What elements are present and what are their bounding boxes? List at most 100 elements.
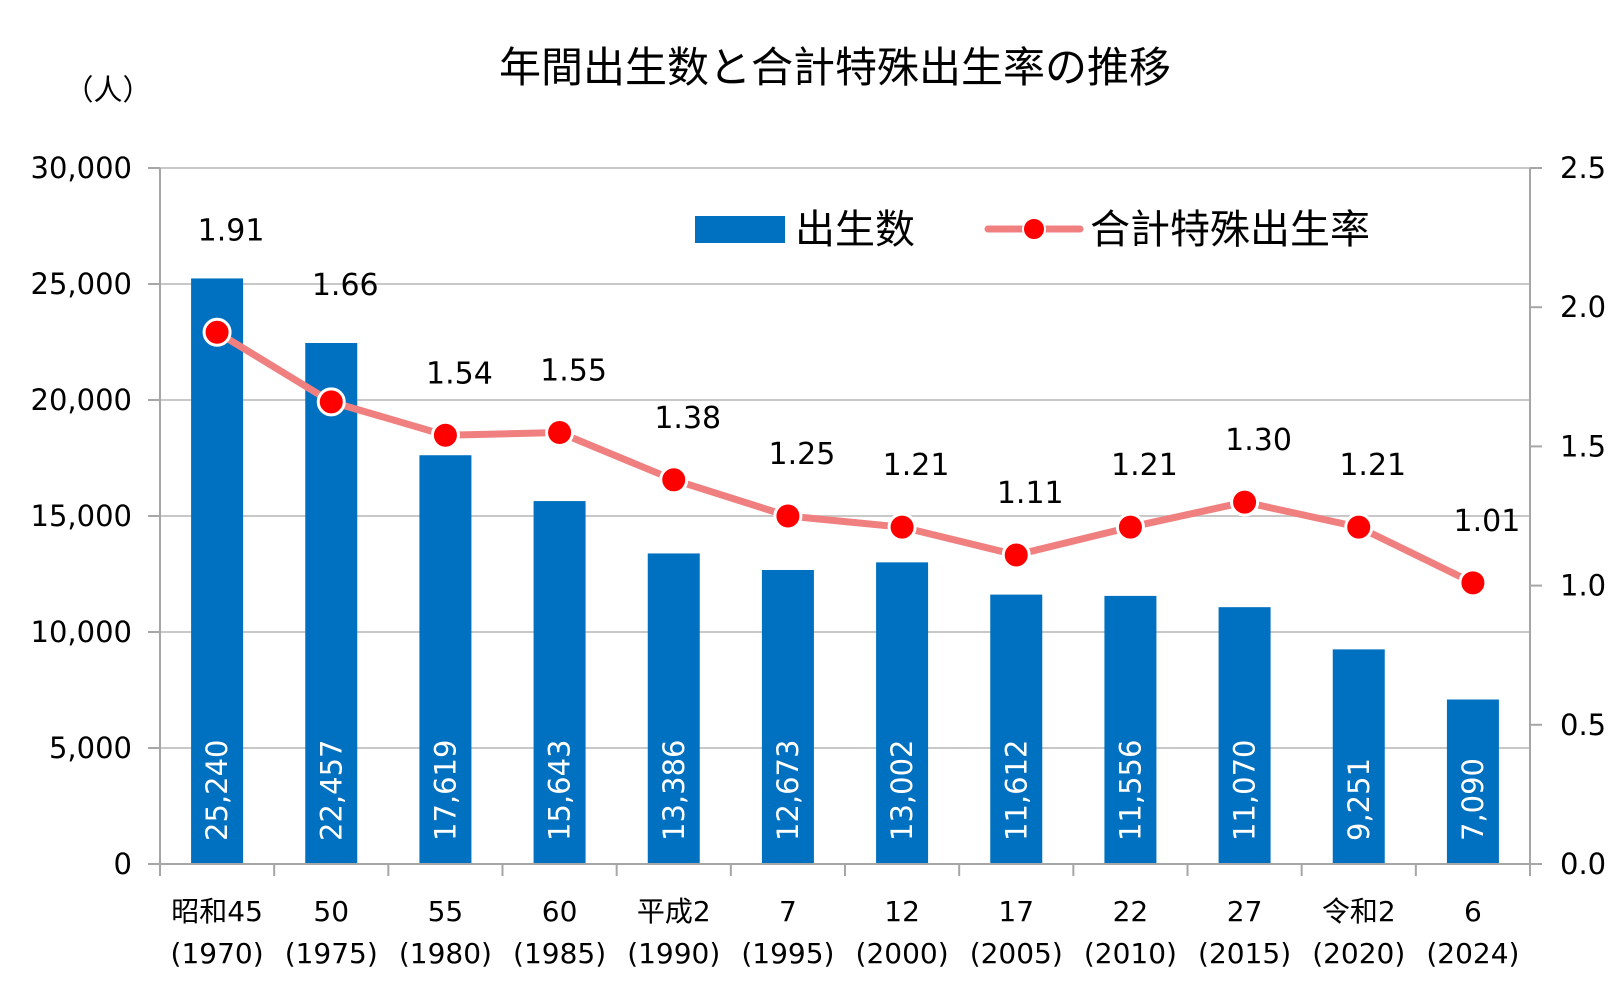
y-axis-unit-label: （人） xyxy=(64,73,151,107)
right-tick-label-4: 2.0 xyxy=(1560,290,1606,324)
category-year-4: (1990) xyxy=(627,937,720,970)
rate-point-8 xyxy=(1115,512,1145,542)
category-year-3: (1985) xyxy=(513,937,606,970)
bar-label-10: 9,251 xyxy=(1342,758,1376,841)
category-era-6: 12 xyxy=(884,895,920,928)
legend-bar-label: 出生数 xyxy=(795,207,915,253)
category-year-5: (1995) xyxy=(741,937,834,970)
bar-1 xyxy=(305,342,358,865)
category-era-10: 令和2 xyxy=(1322,895,1396,928)
left-tick-label-5: 25,000 xyxy=(31,267,132,301)
bar-label-4: 13,386 xyxy=(657,740,691,841)
category-era-11: 6 xyxy=(1464,895,1482,928)
rate-label-9: 1.30 xyxy=(1225,423,1292,458)
birth-bar-labels: 25,240 22,457 17,619 15,643 13,386 12,673 13,0… xyxy=(200,740,1490,841)
chart-title: 年間出生数と合計特殊出生率の推移 xyxy=(499,43,1171,92)
left-tick-label-1: 5,000 xyxy=(49,731,132,765)
category-year-11: (2024) xyxy=(1426,937,1519,970)
right-tick-label-5: 2.5 xyxy=(1560,151,1606,185)
rate-point-5 xyxy=(773,501,803,531)
birth-bars xyxy=(191,278,1499,865)
left-axis-ticks: 0 5,000 10,000 15,000 20,000 25,000 30,000 xyxy=(31,151,132,881)
category-labels: 昭和45 (1970) 50 (1975) 55 (1980) 60 (1985) 平成2 (19… xyxy=(171,895,1520,970)
rate-label-6: 1.21 xyxy=(883,448,950,483)
legend-line-marker xyxy=(1022,217,1046,241)
category-year-10: (2020) xyxy=(1312,937,1405,970)
category-era-5: 7 xyxy=(779,895,797,928)
rate-label-5: 1.25 xyxy=(769,437,836,472)
bar-8 xyxy=(1104,595,1157,864)
rate-label-3: 1.55 xyxy=(540,353,607,388)
rate-polyline xyxy=(213,328,1477,587)
bar-2 xyxy=(419,455,472,864)
left-tick-label-0: 0 xyxy=(114,847,132,881)
category-year-2: (1980) xyxy=(399,937,492,970)
right-tick-label-1: 0.5 xyxy=(1560,708,1606,742)
legend-line-label: 合計特殊出生率 xyxy=(1090,207,1370,253)
rate-label-4: 1.38 xyxy=(654,401,721,436)
category-era-9: 27 xyxy=(1227,895,1263,928)
axes xyxy=(148,167,1542,876)
category-era-0: 昭和45 xyxy=(171,895,263,928)
bar-label-7: 11,612 xyxy=(999,740,1033,841)
bar-0 xyxy=(191,278,244,864)
bar-label-2: 17,619 xyxy=(428,740,462,841)
rate-label-0: 1.91 xyxy=(198,213,265,248)
rate-label-11: 1.01 xyxy=(1454,504,1521,539)
rate-point-10 xyxy=(1344,512,1374,542)
bar-label-9: 11,070 xyxy=(1228,740,1262,841)
rate-point-3 xyxy=(545,417,575,447)
rate-point-1 xyxy=(316,387,346,417)
category-year-7: (2005) xyxy=(970,937,1063,970)
rate-point-2 xyxy=(430,420,460,450)
bar-10 xyxy=(1332,649,1385,864)
legend: 出生数 合計特殊出生率 xyxy=(695,207,1370,253)
category-year-9: (2015) xyxy=(1198,937,1291,970)
bar-5 xyxy=(761,569,814,864)
bar-3 xyxy=(533,501,586,864)
rate-line xyxy=(202,317,1488,598)
rate-label-2: 1.54 xyxy=(426,356,493,391)
bar-7 xyxy=(990,594,1043,864)
category-era-3: 60 xyxy=(542,895,578,928)
rate-point-9 xyxy=(1230,487,1260,517)
category-era-2: 55 xyxy=(428,895,464,928)
rate-label-1: 1.66 xyxy=(312,268,379,303)
bar-label-0: 25,240 xyxy=(200,740,234,841)
rate-point-11 xyxy=(1458,568,1488,598)
legend-bar-swatch xyxy=(695,216,785,243)
category-year-6: (2000) xyxy=(856,937,949,970)
bar-label-3: 15,643 xyxy=(543,740,577,841)
bar-label-6: 13,002 xyxy=(885,740,919,841)
left-tick-label-2: 10,000 xyxy=(31,615,132,649)
category-year-0: (1970) xyxy=(171,937,264,970)
rate-label-10: 1.21 xyxy=(1339,448,1406,483)
category-era-4: 平成2 xyxy=(637,895,711,928)
category-era-7: 17 xyxy=(998,895,1034,928)
rate-point-0 xyxy=(202,317,232,347)
category-year-1: (1975) xyxy=(285,937,378,970)
gridlines xyxy=(160,167,1530,749)
rate-labels: 1.91 1.66 1.54 1.55 1.38 1.25 1.21 1.11 1.21 1.30… xyxy=(198,213,1521,539)
bar-11 xyxy=(1446,699,1499,864)
right-tick-label-3: 1.5 xyxy=(1560,429,1606,463)
rate-point-7 xyxy=(1001,540,1031,570)
right-tick-label-2: 1.0 xyxy=(1560,569,1606,603)
category-year-8: (2010) xyxy=(1084,937,1177,970)
left-tick-label-4: 20,000 xyxy=(31,383,132,417)
bar-9 xyxy=(1218,607,1271,864)
bar-4 xyxy=(647,553,700,864)
left-tick-label-6: 30,000 xyxy=(31,151,132,185)
right-tick-label-0: 0.0 xyxy=(1560,847,1606,881)
bar-label-11: 7,090 xyxy=(1456,758,1490,841)
category-era-1: 50 xyxy=(313,895,349,928)
left-tick-label-3: 15,000 xyxy=(31,499,132,533)
bar-label-5: 12,673 xyxy=(771,740,805,841)
rate-label-7: 1.11 xyxy=(997,476,1064,511)
right-axis-ticks: 0.0 0.5 1.0 1.5 2.0 2.5 xyxy=(1560,151,1606,881)
category-era-8: 22 xyxy=(1113,895,1149,928)
rate-point-4 xyxy=(659,465,689,495)
bar-6 xyxy=(876,562,929,864)
rate-point-6 xyxy=(887,512,917,542)
